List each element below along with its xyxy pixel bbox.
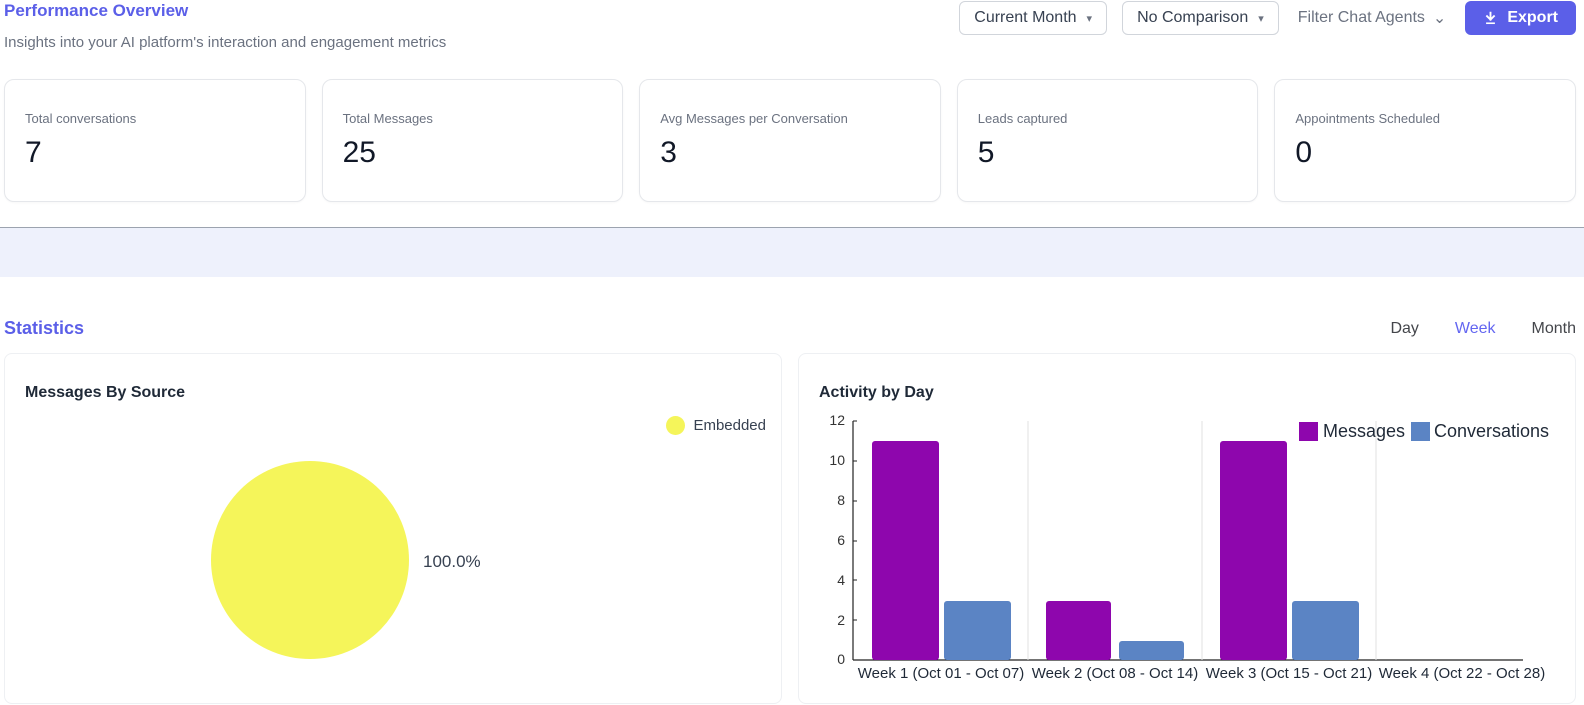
svg-text:Conversations: Conversations [1434, 421, 1549, 441]
svg-text:6: 6 [837, 532, 845, 548]
svg-text:Week 3 (Oct 15 - Oct 21): Week 3 (Oct 15 - Oct 21) [1206, 665, 1372, 682]
svg-text:2: 2 [837, 612, 845, 628]
svg-text:8: 8 [837, 492, 845, 508]
svg-text:Week 2 (Oct 08 - Oct 14): Week 2 (Oct 08 - Oct 14) [1032, 665, 1198, 682]
svg-text:10: 10 [829, 452, 845, 468]
svg-text:4: 4 [837, 572, 845, 588]
svg-text:Week 4 (Oct 22 - Oct 28): Week 4 (Oct 22 - Oct 28) [1379, 665, 1545, 682]
svg-text:0: 0 [837, 651, 845, 667]
svg-text:12: 12 [829, 412, 845, 428]
svg-text:100.0%: 100.0% [423, 552, 481, 571]
svg-text:Week 1 (Oct 01 - Oct 07): Week 1 (Oct 01 - Oct 07) [858, 665, 1024, 682]
svg-text:Messages: Messages [1323, 421, 1405, 441]
